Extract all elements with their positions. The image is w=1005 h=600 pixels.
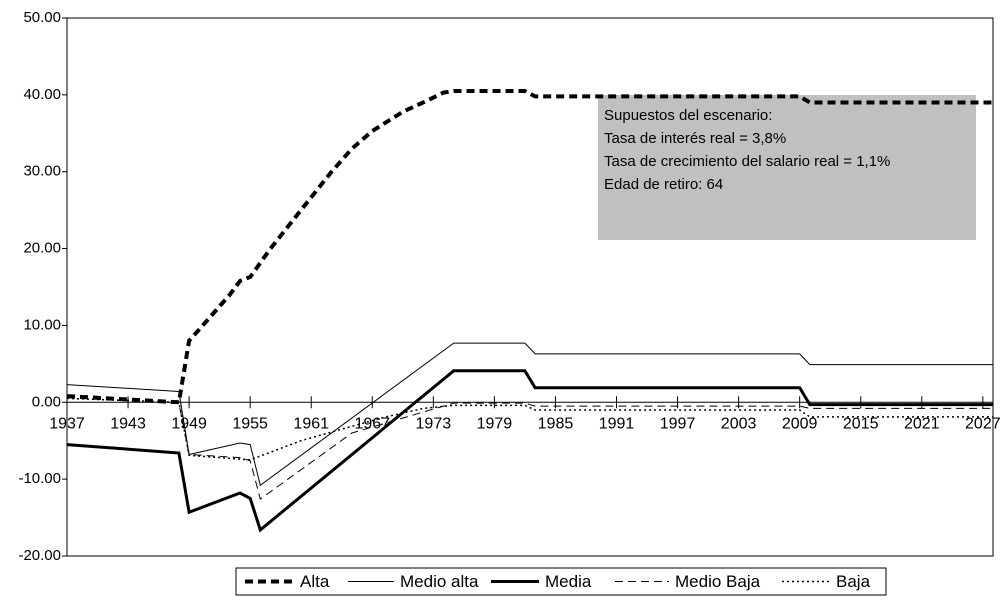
annotation-text: Edad de retiro: 64 [604,176,723,193]
y-tick-label: -20.00 [18,547,61,564]
x-tick-label: 1955 [232,416,268,433]
x-tick-label: 2003 [721,416,757,433]
y-tick-label: -10.00 [18,470,61,487]
x-tick-label: 1991 [599,416,635,433]
x-tick-label: 2009 [782,416,818,433]
annotation-box [598,95,976,240]
x-tick-label: 1985 [538,416,574,433]
x-tick-label: 2015 [843,416,879,433]
x-tick-label: 1973 [416,416,452,433]
y-tick-label: 0.00 [32,393,61,410]
x-tick-label: 1949 [171,416,207,433]
series-line [66,89,993,405]
x-tick-label: 2027 [965,416,1001,433]
y-tick-label: 50.00 [23,9,61,26]
x-tick-label: 1937 [49,416,85,433]
series-line [66,397,993,500]
x-tick-label: 1997 [660,416,696,433]
x-tick-label: 1979 [477,416,513,433]
y-tick-label: 40.00 [23,86,61,103]
legend-label: Baja [836,572,871,591]
legend-label: Alta [300,572,330,591]
y-tick-label: 20.00 [23,240,61,257]
series-line [66,369,993,533]
x-tick-label: 1967 [354,416,390,433]
legend-label: Medio Baja [675,572,761,591]
plot-area [66,17,994,557]
y-tick-label: 10.00 [23,316,61,333]
annotation-text: Tasa de crecimiento del salario real = 1… [604,153,890,170]
legend-label: Medio alta [400,572,479,591]
x-tick-label: 1961 [293,416,329,433]
y-tick-label: 30.00 [23,163,61,180]
series-line [66,397,993,461]
x-tick-label: 1943 [110,416,146,433]
legend [235,567,887,596]
annotation-text: Tasa de interés real = 3,8% [604,130,786,147]
annotation-text: Supuestos del escenario: [604,107,772,124]
series-line [66,342,993,487]
x-tick-label: 2021 [904,416,940,433]
legend-label: Media [545,572,592,591]
